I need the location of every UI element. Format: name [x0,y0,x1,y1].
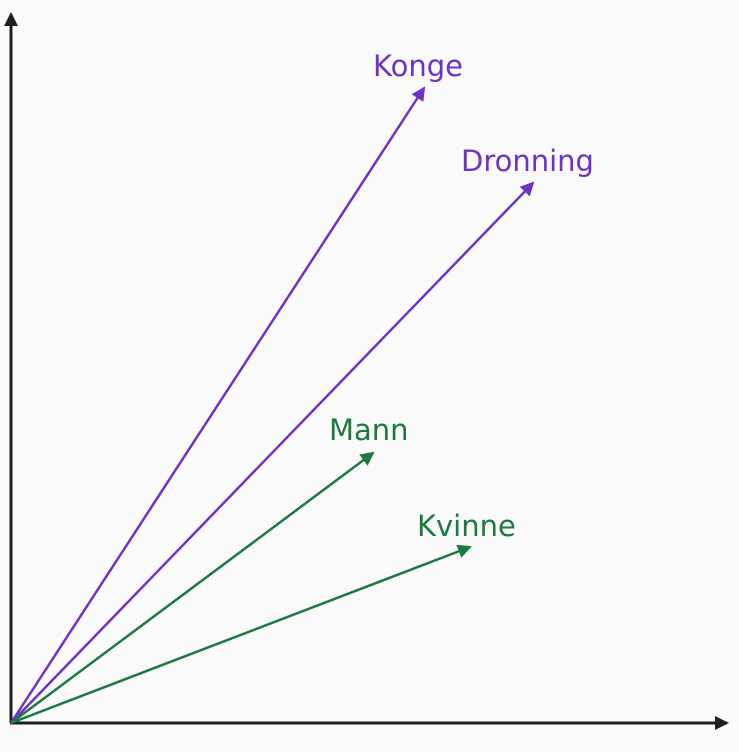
label-dronning: Dronning [461,144,594,178]
vector-kvinne [10,544,472,725]
label-konge: Konge [373,49,463,83]
label-mann: Mann [329,413,409,447]
vector-konge [9,86,426,724]
vector-dronning [10,181,535,724]
vector-mann [10,451,375,725]
label-kvinne: Kvinne [417,509,516,543]
